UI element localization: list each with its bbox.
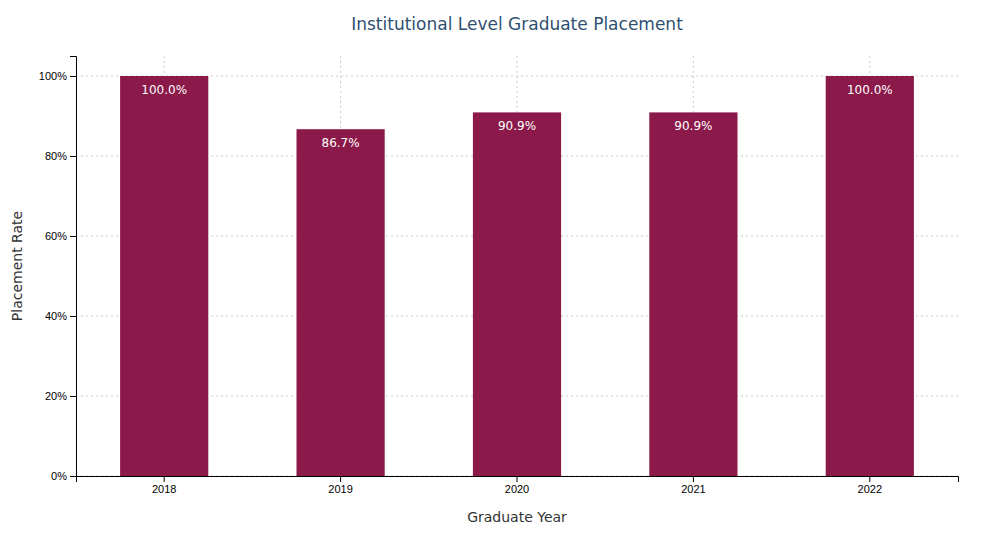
y-axis-label: Placement Rate — [9, 211, 25, 321]
tick: 2021 — [681, 476, 705, 495]
chart: 2018 2019 2020 2021 2022 0% 20% 40% 60% 80% 100% 10… — [0, 0, 988, 540]
x-axis-label: Graduate Year — [467, 509, 567, 525]
tick-label: 2022 — [858, 483, 882, 495]
axis-line — [77, 477, 959, 483]
tick: 0% — [51, 470, 76, 482]
tick-label: 60% — [45, 230, 67, 242]
title: Institutional Level Graduate Placement — [351, 14, 683, 34]
tick-mark — [70, 236, 76, 237]
bar — [297, 129, 385, 476]
tick: 2019 — [328, 476, 352, 495]
tick-mark — [70, 396, 76, 397]
tick: 2018 — [152, 476, 176, 495]
tick: 80% — [45, 150, 76, 162]
tick: 2020 — [505, 476, 529, 495]
grid — [76, 56, 958, 476]
bar — [473, 112, 561, 476]
tick-mark — [869, 476, 870, 482]
tick-label: 2020 — [505, 483, 529, 495]
tick: 60% — [45, 230, 76, 242]
tick-mark — [340, 476, 341, 482]
tick-label: 40% — [45, 310, 67, 322]
tick-label: 80% — [45, 150, 67, 162]
tick: 20% — [45, 390, 76, 402]
data-label: 86.7% — [322, 136, 360, 150]
bar — [649, 112, 737, 476]
data-label: 90.9% — [674, 119, 712, 133]
data-labels: 100.0% 86.7% 90.9% 90.9% 100.0% — [141, 83, 892, 150]
tick-mark — [70, 76, 76, 77]
tick-label: 2021 — [681, 483, 705, 495]
data-label: 90.9% — [498, 119, 536, 133]
tick-label: 20% — [45, 390, 67, 402]
bar — [826, 76, 914, 476]
tick: 2022 — [858, 476, 882, 495]
bars — [120, 76, 914, 476]
tick-mark — [164, 476, 165, 482]
axis-line — [70, 57, 77, 477]
tick-label: 2018 — [152, 483, 176, 495]
tick: 100% — [39, 70, 76, 82]
tick: 40% — [45, 310, 76, 322]
x-axis: 2018 2019 2020 2021 2022 — [77, 476, 959, 495]
tick-mark — [693, 476, 694, 482]
tick-mark — [517, 476, 518, 482]
y-axis: 0% 20% 40% 60% 80% 100% — [39, 57, 77, 483]
tick-label: 0% — [51, 470, 67, 482]
tick-mark — [70, 316, 76, 317]
tick-mark — [70, 476, 76, 477]
bar — [120, 76, 208, 476]
plot: 2018 2019 2020 2021 2022 0% 20% 40% 60% 80% 100% 10… — [39, 56, 959, 495]
data-label: 100.0% — [141, 83, 187, 97]
tick-label: 2019 — [328, 483, 352, 495]
tick-label: 100% — [39, 70, 67, 82]
data-label: 100.0% — [847, 83, 893, 97]
tick-mark — [70, 156, 76, 157]
